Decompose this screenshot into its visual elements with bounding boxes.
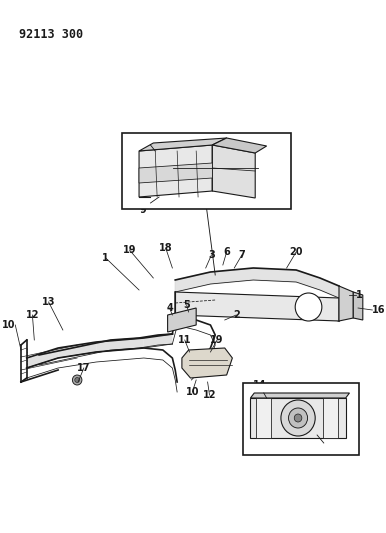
Polygon shape <box>144 334 173 348</box>
Polygon shape <box>175 292 339 321</box>
Polygon shape <box>212 138 227 191</box>
Text: 7: 7 <box>239 250 245 260</box>
Text: 16: 16 <box>372 305 386 315</box>
Polygon shape <box>339 286 353 321</box>
Polygon shape <box>168 308 196 332</box>
Polygon shape <box>139 145 212 197</box>
Circle shape <box>281 400 315 436</box>
Circle shape <box>294 414 302 422</box>
Text: 10: 10 <box>186 387 199 397</box>
Polygon shape <box>251 393 349 398</box>
Circle shape <box>295 293 322 321</box>
Text: 5: 5 <box>183 300 190 310</box>
Polygon shape <box>182 348 232 378</box>
Polygon shape <box>256 398 271 438</box>
Text: 18: 18 <box>159 243 173 253</box>
Bar <box>122 133 291 209</box>
Polygon shape <box>96 338 144 352</box>
Text: 3: 3 <box>208 250 215 260</box>
Bar <box>243 383 359 455</box>
Text: 11: 11 <box>178 335 191 345</box>
Text: 12: 12 <box>25 310 39 320</box>
Text: 12: 12 <box>203 390 216 400</box>
Polygon shape <box>323 398 338 438</box>
Circle shape <box>73 375 82 385</box>
Text: 13: 13 <box>42 297 55 307</box>
Text: 1: 1 <box>356 290 363 300</box>
Text: 2: 2 <box>142 136 149 146</box>
Text: 19: 19 <box>123 245 136 255</box>
Polygon shape <box>251 398 346 438</box>
Text: 4: 4 <box>166 303 173 313</box>
Text: 2: 2 <box>233 310 240 320</box>
Circle shape <box>75 377 80 383</box>
Text: 15: 15 <box>317 445 330 455</box>
Text: 19: 19 <box>210 335 224 345</box>
Text: 6: 6 <box>223 247 230 257</box>
Polygon shape <box>139 138 227 151</box>
Polygon shape <box>58 342 96 358</box>
Text: 9: 9 <box>139 205 146 215</box>
Polygon shape <box>353 292 363 320</box>
Text: 1: 1 <box>102 253 109 263</box>
Polygon shape <box>175 268 339 298</box>
Text: 17: 17 <box>77 363 91 373</box>
Text: 10: 10 <box>2 320 15 330</box>
Text: 92113 300: 92113 300 <box>19 28 83 41</box>
Polygon shape <box>139 163 212 183</box>
Polygon shape <box>27 348 58 368</box>
Circle shape <box>288 408 308 428</box>
Text: 14: 14 <box>253 380 267 390</box>
Text: 20: 20 <box>290 247 303 257</box>
Polygon shape <box>212 138 267 153</box>
Text: 8: 8 <box>263 160 270 170</box>
Polygon shape <box>212 145 255 198</box>
